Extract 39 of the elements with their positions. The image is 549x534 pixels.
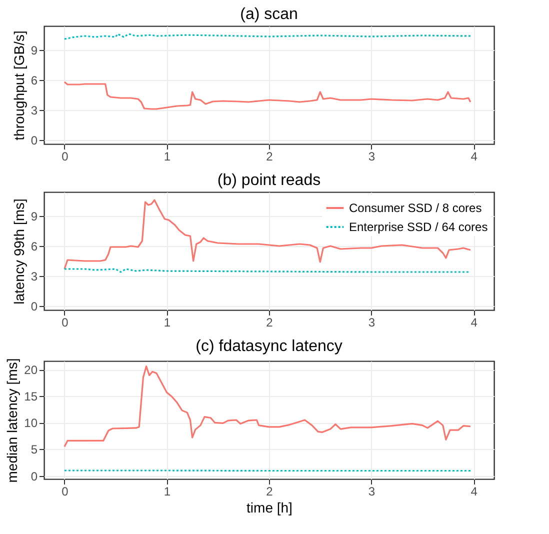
x-tick-label: 2: [266, 150, 274, 164]
y-tick-label: 6: [30, 74, 38, 88]
y-axis-title: throughput [GB/s]: [10, 30, 27, 140]
y-tick-label: 5: [30, 442, 38, 457]
y-tick-label: 9: [30, 44, 38, 58]
chart-title: (b) point reads: [217, 172, 321, 189]
x-axis-title: time [h]: [246, 500, 292, 516]
line-series: [64, 366, 472, 448]
x-tick-label: 1: [164, 316, 171, 330]
x-tick-label: 1: [164, 150, 171, 164]
y-tick-label: 9: [30, 210, 38, 224]
x-tick-label: 3: [368, 484, 376, 498]
x-tick-label: 2: [266, 484, 274, 498]
x-tick-label: 0: [62, 150, 69, 164]
y-axis-title: latency 99th [ms]: [10, 198, 27, 304]
y-tick-label: 6: [30, 240, 38, 254]
y-axis-title: median latency [ms]: [4, 358, 20, 483]
chart-title: (c) fdatasync latency: [196, 338, 342, 355]
x-tick-label: 0: [62, 316, 69, 330]
x-tick-label: 4: [470, 150, 478, 164]
x-tick-label: 3: [368, 316, 376, 330]
y-tick-label: 0: [30, 300, 38, 314]
x-tick-label: 0: [62, 484, 69, 498]
x-tick-label: 4: [470, 316, 478, 330]
line-series: [64, 81, 472, 110]
legend-label: Consumer SSD / 8 cores: [349, 201, 482, 215]
y-tick-label: 0: [30, 134, 38, 148]
legend-label: Enterprise SSD / 64 cores: [349, 220, 488, 234]
y-tick-label: 10: [24, 416, 38, 430]
chart-title: (a) scan: [240, 6, 298, 23]
x-tick-label: 3: [368, 150, 376, 164]
y-tick-label: 20: [24, 363, 38, 378]
y-tick-label: 15: [24, 390, 38, 404]
y-tick-label: 3: [30, 104, 38, 118]
x-tick-label: 2: [266, 316, 274, 330]
y-tick-label: 0: [30, 469, 38, 484]
x-tick-label: 4: [470, 484, 478, 498]
y-tick-label: 3: [30, 270, 38, 284]
x-tick-label: 1: [164, 484, 171, 498]
